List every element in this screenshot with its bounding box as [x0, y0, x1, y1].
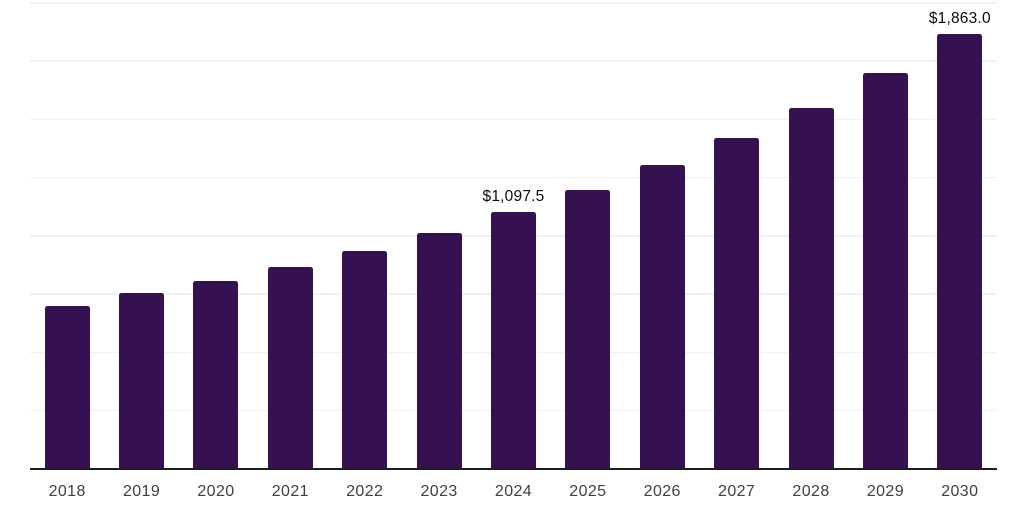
- bar: [714, 138, 760, 468]
- gridline: [30, 60, 997, 62]
- bar: [44, 306, 90, 468]
- bar-value-label: $1,863.0: [928, 9, 991, 27]
- x-tick-label: 2025: [569, 483, 607, 500]
- x-tick-label: 2024: [494, 483, 533, 500]
- x-tick-label: 2020: [197, 483, 235, 500]
- bar: [119, 292, 165, 468]
- bar: [491, 212, 536, 468]
- x-tick-label: 2027: [718, 483, 756, 500]
- gridline: [30, 2, 997, 4]
- bar: [193, 280, 239, 468]
- x-tick-label: 2026: [643, 483, 681, 500]
- x-tick-label: 2021: [271, 483, 309, 500]
- bar: [267, 266, 313, 468]
- x-axis-line: [30, 468, 997, 470]
- x-tick-label: 2022: [346, 483, 384, 500]
- x-tick-label: 2023: [420, 483, 458, 500]
- bar: [416, 232, 462, 468]
- x-tick-label: 2019: [122, 483, 161, 500]
- bar: [565, 189, 611, 468]
- x-tick-label: 2018: [48, 483, 86, 500]
- x-tick-label: 2028: [792, 483, 830, 500]
- bar: [937, 33, 983, 468]
- bar: [862, 72, 908, 468]
- gridline: [30, 118, 997, 120]
- bar: [639, 164, 685, 468]
- x-tick-label: 2029: [866, 483, 905, 500]
- bar-value-label: $1,097.5: [482, 188, 545, 206]
- bar: [788, 107, 834, 468]
- bar: [342, 251, 388, 468]
- gridline: [30, 176, 997, 179]
- x-tick-label: 2030: [941, 483, 979, 500]
